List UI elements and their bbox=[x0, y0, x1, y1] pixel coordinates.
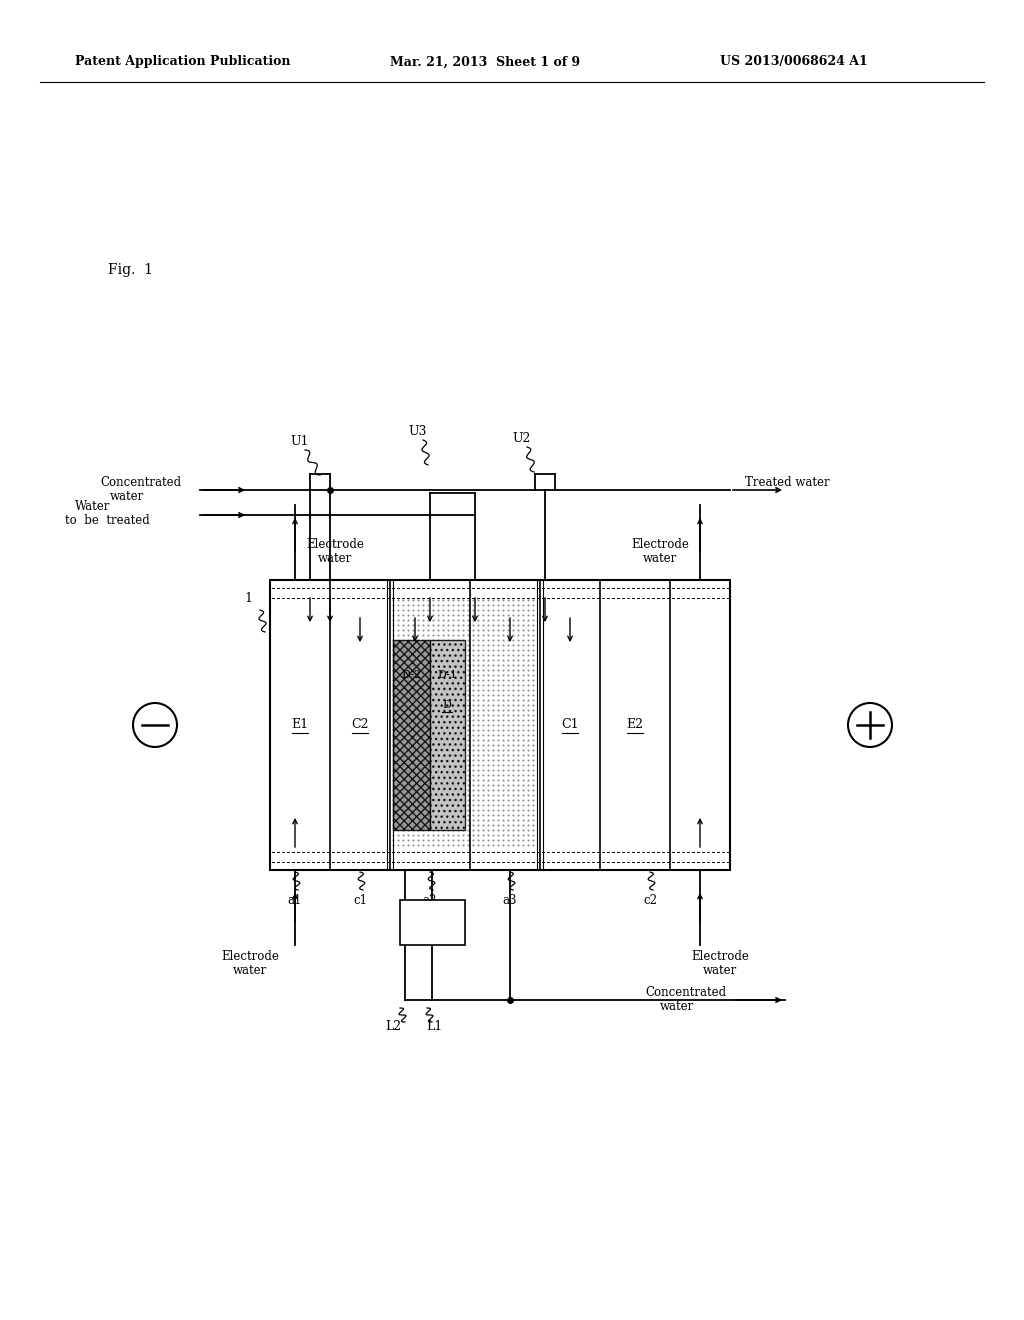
Text: water: water bbox=[232, 964, 267, 977]
Text: Electrode: Electrode bbox=[306, 539, 364, 552]
Text: Treated water: Treated water bbox=[745, 475, 829, 488]
Text: L1: L1 bbox=[426, 1020, 442, 1034]
Text: water: water bbox=[702, 964, 737, 977]
Text: Water: Water bbox=[75, 500, 111, 513]
Text: c2: c2 bbox=[643, 894, 657, 907]
Text: Electrode: Electrode bbox=[631, 539, 689, 552]
Text: to  be  treated: to be treated bbox=[65, 515, 150, 528]
Text: water: water bbox=[660, 1001, 694, 1014]
Text: D-2: D-2 bbox=[401, 671, 421, 680]
Text: U2: U2 bbox=[513, 432, 531, 445]
Text: c1: c1 bbox=[353, 894, 367, 907]
Text: a3: a3 bbox=[503, 894, 517, 907]
Bar bbox=[430, 640, 465, 830]
Text: water: water bbox=[317, 553, 352, 565]
Text: water: water bbox=[643, 553, 677, 565]
Text: a1: a1 bbox=[288, 894, 302, 907]
Text: 1: 1 bbox=[244, 591, 252, 605]
Text: U1: U1 bbox=[291, 436, 309, 447]
Text: E1: E1 bbox=[292, 718, 308, 731]
Text: Electrode: Electrode bbox=[691, 950, 749, 964]
Text: Concentrated: Concentrated bbox=[100, 475, 181, 488]
Text: Mar. 21, 2013  Sheet 1 of 9: Mar. 21, 2013 Sheet 1 of 9 bbox=[390, 55, 581, 69]
Text: U3: U3 bbox=[409, 425, 427, 438]
Text: a2: a2 bbox=[423, 894, 437, 907]
Text: D: D bbox=[442, 700, 452, 710]
Bar bbox=[270, 579, 730, 870]
Text: L2: L2 bbox=[385, 1020, 401, 1034]
Text: Fig.  1: Fig. 1 bbox=[108, 263, 153, 277]
Text: water: water bbox=[110, 490, 144, 503]
Text: US 2013/0068624 A1: US 2013/0068624 A1 bbox=[720, 55, 867, 69]
Bar bbox=[393, 640, 430, 830]
Text: E2: E2 bbox=[627, 718, 643, 731]
Bar bbox=[400, 900, 465, 945]
Text: Electrode: Electrode bbox=[221, 950, 279, 964]
Text: Concentrated: Concentrated bbox=[645, 986, 726, 998]
Text: D-1: D-1 bbox=[437, 671, 457, 680]
Text: Patent Application Publication: Patent Application Publication bbox=[75, 55, 291, 69]
Text: C2: C2 bbox=[351, 718, 369, 731]
Text: C1: C1 bbox=[561, 718, 579, 731]
